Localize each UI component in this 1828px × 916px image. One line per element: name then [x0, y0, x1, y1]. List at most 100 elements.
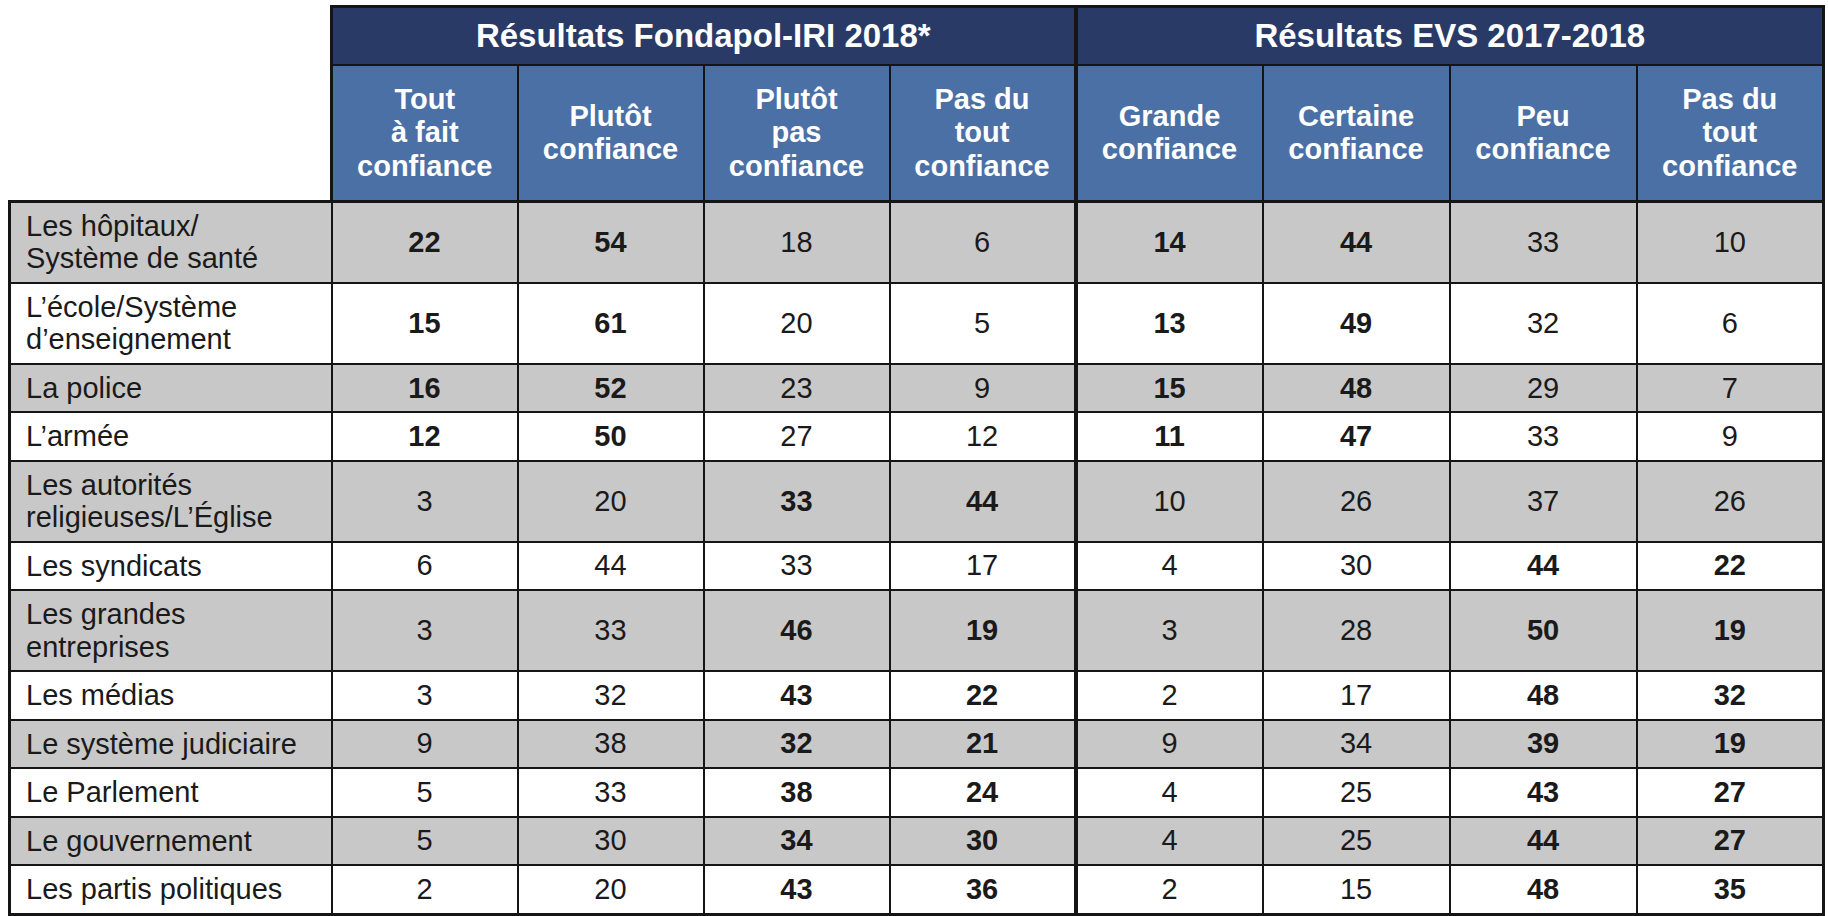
value-cell: 43	[704, 671, 890, 719]
value-cell: 47	[1263, 412, 1450, 460]
row-label: Les partis politiques	[10, 865, 332, 914]
value-cell: 20	[518, 461, 704, 542]
value-cell: 15	[332, 283, 518, 364]
table-body: Les hôpitaux/ Système de santé2254186144…	[10, 202, 1824, 915]
value-cell: 21	[890, 720, 1076, 768]
row-label: Le gouvernement	[10, 817, 332, 865]
column-header-grande-confiance: Grande confiance	[1076, 65, 1263, 202]
group-header-evs: Résultats EVS 2017-2018	[1076, 7, 1824, 66]
table-row: Les hôpitaux/ Système de santé2254186144…	[10, 202, 1824, 283]
value-cell: 44	[1263, 202, 1450, 283]
value-cell: 3	[332, 461, 518, 542]
table-row: Le Parlement53338244254327	[10, 768, 1824, 816]
value-cell: 10	[1076, 461, 1263, 542]
value-cell: 3	[1076, 590, 1263, 671]
value-cell: 4	[1076, 542, 1263, 590]
value-cell: 10	[1637, 202, 1824, 283]
row-label: Les autorités religieuses/L’Église	[10, 461, 332, 542]
value-cell: 13	[1076, 283, 1263, 364]
column-header-pas-du-tout-confiance-evs: Pas du tout confiance	[1637, 65, 1824, 202]
group-header-fondapol: Résultats Fondapol-IRI 2018*	[332, 7, 1076, 66]
column-header-pas-du-tout-confiance-fondapol: Pas du tout confiance	[890, 65, 1076, 202]
corner-cell	[10, 7, 332, 202]
row-label: Les médias	[10, 671, 332, 719]
value-cell: 49	[1263, 283, 1450, 364]
value-cell: 23	[704, 364, 890, 412]
figure-canvas: Résultats Fondapol-IRI 2018* Résultats E…	[0, 0, 1828, 916]
table-row: L’armée125027121147339	[10, 412, 1824, 460]
value-cell: 26	[1263, 461, 1450, 542]
value-cell: 48	[1450, 865, 1637, 914]
value-cell: 11	[1076, 412, 1263, 460]
row-label: Les grandes entreprises	[10, 590, 332, 671]
value-cell: 9	[1637, 412, 1824, 460]
value-cell: 2	[332, 865, 518, 914]
value-cell: 28	[1263, 590, 1450, 671]
row-label: Les syndicats	[10, 542, 332, 590]
value-cell: 19	[1637, 720, 1824, 768]
table-row: Le système judiciaire93832219343919	[10, 720, 1824, 768]
value-cell: 9	[1076, 720, 1263, 768]
value-cell: 34	[704, 817, 890, 865]
table-row: Les autorités religieuses/L’Église320334…	[10, 461, 1824, 542]
value-cell: 46	[704, 590, 890, 671]
value-cell: 33	[518, 768, 704, 816]
value-cell: 33	[704, 542, 890, 590]
value-cell: 19	[1637, 590, 1824, 671]
value-cell: 7	[1637, 364, 1824, 412]
value-cell: 33	[704, 461, 890, 542]
value-cell: 9	[890, 364, 1076, 412]
value-cell: 26	[1637, 461, 1824, 542]
group-header-row: Résultats Fondapol-IRI 2018* Résultats E…	[10, 7, 1824, 66]
confidence-table: Résultats Fondapol-IRI 2018* Résultats E…	[8, 5, 1825, 916]
row-label: Le Parlement	[10, 768, 332, 816]
value-cell: 32	[1637, 671, 1824, 719]
value-cell: 44	[518, 542, 704, 590]
value-cell: 15	[1263, 865, 1450, 914]
value-cell: 27	[704, 412, 890, 460]
row-label: La police	[10, 364, 332, 412]
value-cell: 24	[890, 768, 1076, 816]
value-cell: 2	[1076, 865, 1263, 914]
value-cell: 48	[1263, 364, 1450, 412]
row-label: Le système judiciaire	[10, 720, 332, 768]
value-cell: 32	[518, 671, 704, 719]
value-cell: 27	[1637, 817, 1824, 865]
value-cell: 39	[1450, 720, 1637, 768]
value-cell: 43	[1450, 768, 1637, 816]
value-cell: 38	[704, 768, 890, 816]
value-cell: 44	[890, 461, 1076, 542]
value-cell: 3	[332, 590, 518, 671]
value-cell: 22	[1637, 542, 1824, 590]
value-cell: 54	[518, 202, 704, 283]
value-cell: 5	[890, 283, 1076, 364]
value-cell: 6	[1637, 283, 1824, 364]
value-cell: 18	[704, 202, 890, 283]
value-cell: 19	[890, 590, 1076, 671]
value-cell: 35	[1637, 865, 1824, 914]
value-cell: 4	[1076, 817, 1263, 865]
value-cell: 61	[518, 283, 704, 364]
value-cell: 4	[1076, 768, 1263, 816]
value-cell: 38	[518, 720, 704, 768]
value-cell: 12	[332, 412, 518, 460]
value-cell: 9	[332, 720, 518, 768]
value-cell: 25	[1263, 768, 1450, 816]
value-cell: 30	[518, 817, 704, 865]
column-header-plutot-confiance: Plutôt confiance	[518, 65, 704, 202]
value-cell: 17	[890, 542, 1076, 590]
value-cell: 25	[1263, 817, 1450, 865]
table-row: Les partis politiques22043362154835	[10, 865, 1824, 914]
value-cell: 50	[1450, 590, 1637, 671]
value-cell: 48	[1450, 671, 1637, 719]
table-row: Les grandes entreprises33346193285019	[10, 590, 1824, 671]
value-cell: 5	[332, 817, 518, 865]
value-cell: 22	[332, 202, 518, 283]
value-cell: 22	[890, 671, 1076, 719]
value-cell: 2	[1076, 671, 1263, 719]
value-cell: 32	[704, 720, 890, 768]
value-cell: 15	[1076, 364, 1263, 412]
value-cell: 27	[1637, 768, 1824, 816]
value-cell: 33	[1450, 412, 1637, 460]
value-cell: 52	[518, 364, 704, 412]
